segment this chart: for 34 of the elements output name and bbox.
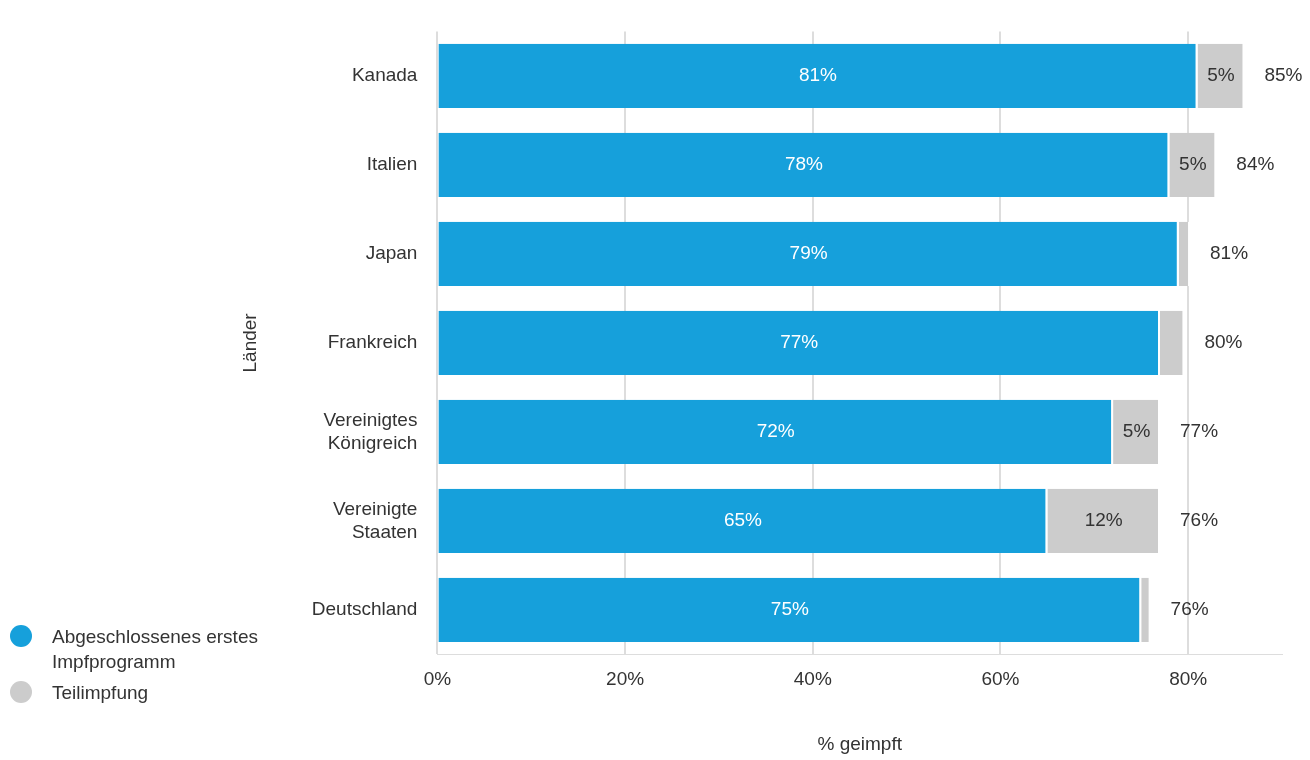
total-label: 76% — [1180, 509, 1219, 531]
total-label: 80% — [1204, 331, 1243, 353]
legend-label: Teilimpfung — [52, 681, 149, 705]
y-tick-label: Vereinigte Staaten — [332, 497, 418, 542]
y-tick-label: Italien — [366, 153, 418, 175]
total-label: 81% — [1210, 242, 1249, 264]
x-tick-label: 40% — [793, 668, 832, 690]
data-label: 5% — [1122, 420, 1151, 442]
x-tick-label: 80% — [1169, 668, 1208, 690]
total-label: 84% — [1236, 153, 1275, 175]
x-tick-label: 0% — [423, 668, 452, 690]
data-label: 5% — [1207, 64, 1235, 86]
total-label: 85% — [1264, 64, 1303, 86]
data-label: 77% — [780, 331, 819, 353]
y-tick-label: Frankreich — [327, 331, 418, 353]
data-label: 79% — [789, 242, 828, 264]
data-label: 12% — [1084, 509, 1123, 531]
x-tick-label: 20% — [606, 668, 645, 690]
x-tick-label: 60% — [981, 668, 1020, 690]
data-label: 65% — [723, 509, 763, 531]
data-label: 72% — [756, 420, 795, 442]
y-tick-label: Kanada — [351, 64, 418, 86]
data-label: 75% — [770, 598, 809, 620]
y-tick-label: Vereinigtes Königreich — [323, 408, 418, 453]
y-tick-label: Japan — [365, 242, 418, 264]
data-label: 78% — [784, 153, 824, 175]
y-tick-label: Deutschland — [311, 598, 418, 620]
data-label: 81% — [798, 64, 838, 86]
legend-label: Abgeschlossenes erstes Impfprogramm — [52, 625, 259, 674]
total-label: 76% — [1170, 598, 1209, 620]
total-label: 77% — [1180, 420, 1219, 442]
x-axis-title: % geimpft — [817, 732, 903, 754]
y-axis-title: Länder — [238, 312, 260, 373]
data-label: 5% — [1179, 153, 1207, 175]
